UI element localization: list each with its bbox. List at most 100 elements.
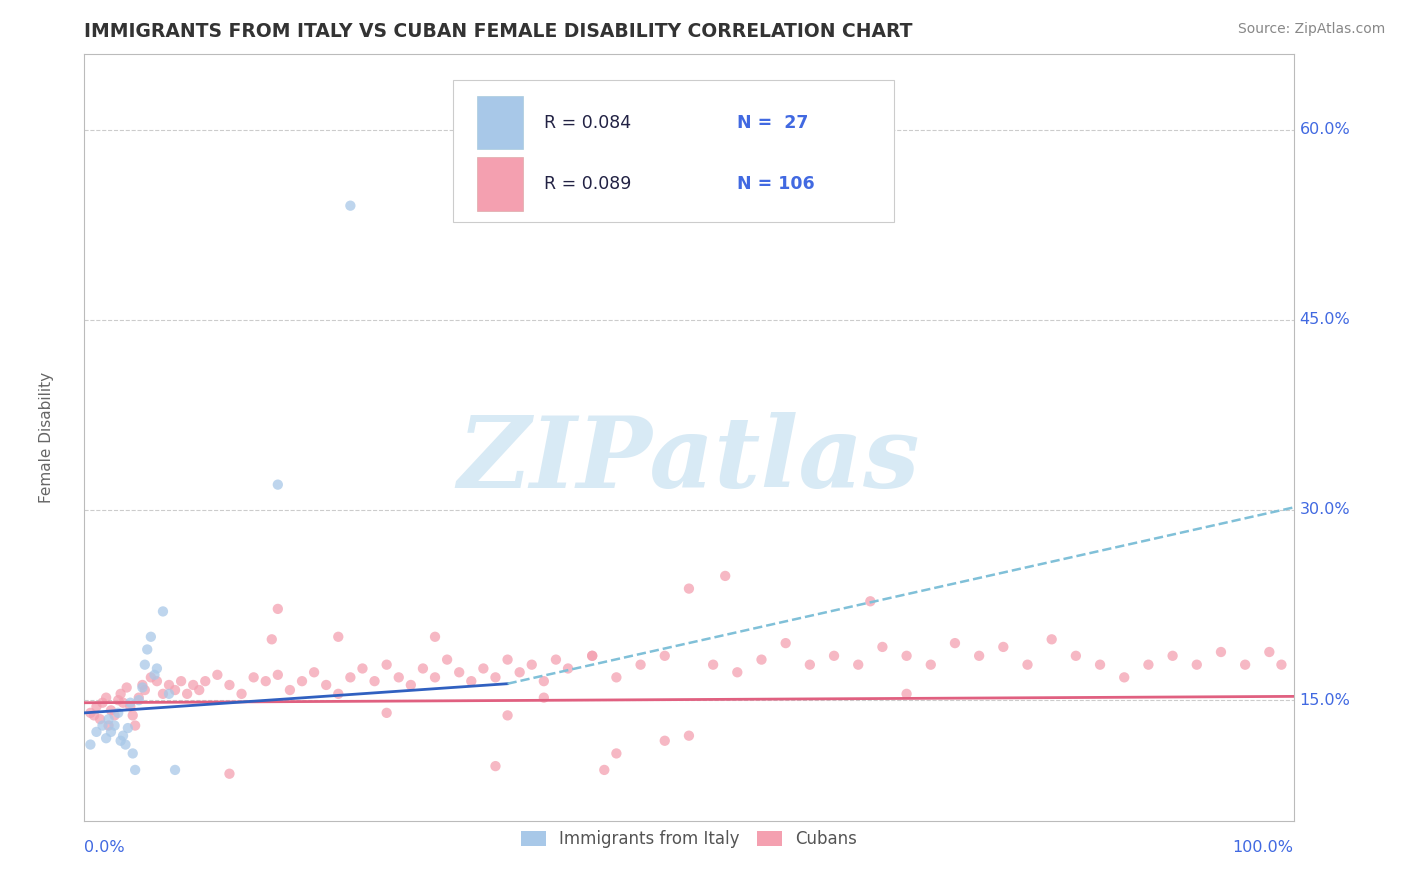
Text: 45.0%: 45.0% [1299, 312, 1350, 327]
Point [375, 706, 398, 720]
Text: R = 0.089: R = 0.089 [544, 175, 631, 193]
Point [152, 687, 174, 701]
Point [1064, 648, 1087, 663]
Point [165, 683, 187, 698]
Point [100, 724, 122, 739]
Point [520, 657, 543, 672]
Point [1270, 657, 1292, 672]
Point [315, 678, 337, 692]
Point [136, 642, 159, 657]
Point [115, 681, 138, 695]
Point [449, 665, 471, 680]
Point [121, 747, 143, 761]
Point [859, 594, 882, 608]
Point [254, 674, 277, 689]
Point [131, 681, 153, 695]
Point [544, 652, 567, 666]
Point [702, 657, 724, 672]
Point [412, 661, 434, 675]
Point [1258, 645, 1281, 659]
Point [157, 687, 180, 701]
Point [339, 670, 361, 684]
Point [146, 674, 169, 689]
Point [83, 708, 105, 723]
Point [846, 657, 869, 672]
Point [134, 657, 156, 672]
Point [86, 699, 108, 714]
Point [363, 674, 385, 689]
Point [110, 687, 132, 701]
Point [399, 678, 422, 692]
Point [104, 708, 127, 723]
Point [152, 604, 174, 618]
Point [799, 657, 821, 672]
Point [97, 718, 120, 732]
Point [112, 729, 135, 743]
Text: N =  27: N = 27 [737, 113, 808, 131]
Point [496, 708, 519, 723]
Point [110, 733, 132, 747]
Point [170, 674, 193, 689]
Point [920, 657, 942, 672]
Point [423, 670, 446, 684]
Point [823, 648, 845, 663]
Point [1161, 648, 1184, 663]
Point [121, 708, 143, 723]
Point [267, 477, 290, 491]
Point [117, 721, 139, 735]
Point [165, 763, 187, 777]
Point [678, 729, 700, 743]
Point [112, 696, 135, 710]
Point [291, 674, 314, 689]
Point [89, 712, 111, 726]
Point [872, 640, 894, 654]
Point [436, 652, 458, 666]
Point [1088, 657, 1111, 672]
Point [128, 690, 150, 705]
Point [267, 602, 290, 616]
Text: 0.0%: 0.0% [84, 840, 125, 855]
Text: N = 106: N = 106 [737, 175, 815, 193]
Point [605, 670, 627, 684]
Point [181, 678, 204, 692]
Point [581, 648, 603, 663]
Point [993, 640, 1015, 654]
Bar [478, 157, 523, 211]
Point [107, 693, 129, 707]
Point [896, 648, 918, 663]
Point [375, 657, 398, 672]
Point [678, 582, 700, 596]
Point [339, 199, 361, 213]
Point [91, 718, 114, 732]
Point [139, 630, 162, 644]
Point [104, 718, 127, 732]
Point [1209, 645, 1232, 659]
Text: R = 0.084: R = 0.084 [544, 113, 631, 131]
Point [557, 661, 579, 675]
Point [94, 690, 117, 705]
Point [124, 718, 146, 732]
Text: Source: ZipAtlas.com: Source: ZipAtlas.com [1237, 22, 1385, 37]
Bar [478, 95, 523, 150]
Point [194, 674, 217, 689]
Point [388, 670, 411, 684]
Point [714, 569, 737, 583]
Point [423, 630, 446, 644]
Point [533, 690, 555, 705]
Point [157, 678, 180, 692]
Point [352, 661, 374, 675]
Point [593, 763, 616, 777]
Point [1234, 657, 1257, 672]
Point [131, 678, 153, 692]
Point [79, 706, 101, 720]
Point [100, 703, 122, 717]
Point [460, 674, 482, 689]
Point [207, 668, 229, 682]
Legend: Immigrants from Italy, Cubans: Immigrants from Italy, Cubans [515, 823, 863, 855]
Point [509, 665, 531, 680]
Point [1017, 657, 1039, 672]
Point [1114, 670, 1136, 684]
Point [79, 738, 101, 752]
Text: ZIPatlas: ZIPatlas [458, 412, 920, 508]
Point [176, 687, 198, 701]
